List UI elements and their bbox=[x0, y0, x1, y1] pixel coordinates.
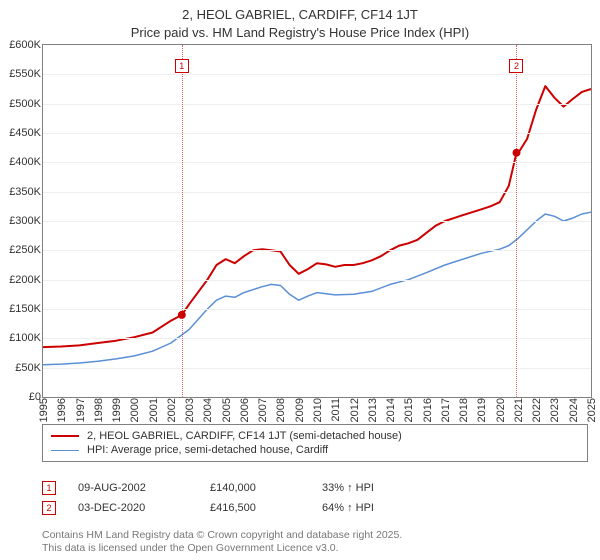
legend: 2, HEOL GABRIEL, CARDIFF, CF14 1JT (semi… bbox=[42, 424, 588, 462]
transactions-table: 1 09-AUG-2002 £140,000 33% ↑ HPI 2 03-DEC-202… bbox=[42, 478, 588, 518]
copyright-line2: This data is licensed under the Open Gov… bbox=[42, 542, 588, 556]
transaction-price: £140,000 bbox=[210, 482, 300, 494]
y-tick-label: £50K bbox=[1, 362, 41, 374]
legend-label: HPI: Average price, semi-detached house,… bbox=[87, 444, 328, 456]
gridline bbox=[43, 192, 591, 193]
transaction-date: 09-AUG-2002 bbox=[78, 482, 188, 494]
transaction-row: 1 09-AUG-2002 £140,000 33% ↑ HPI bbox=[42, 478, 588, 498]
sale-marker-line bbox=[516, 45, 517, 397]
y-tick-label: £350K bbox=[1, 186, 41, 198]
legend-label: 2, HEOL GABRIEL, CARDIFF, CF14 1JT (semi… bbox=[87, 430, 402, 442]
y-tick-label: £500K bbox=[1, 98, 41, 110]
chart-stage: £0£50K£100K£150K£200K£250K£300K£350K£400… bbox=[42, 44, 592, 420]
y-tick-label: £400K bbox=[1, 156, 41, 168]
gridline bbox=[43, 74, 591, 75]
copyright-line1: Contains HM Land Registry data © Crown c… bbox=[42, 529, 588, 543]
sale-marker-box: 2 bbox=[509, 59, 523, 73]
y-tick-label: £150K bbox=[1, 303, 41, 315]
transaction-price: £416,500 bbox=[210, 502, 300, 514]
transaction-row: 2 03-DEC-2020 £416,500 64% ↑ HPI bbox=[42, 498, 588, 518]
sale-marker-line bbox=[182, 45, 183, 397]
y-tick-label: £450K bbox=[1, 127, 41, 139]
transaction-diff: 64% ↑ HPI bbox=[322, 502, 374, 514]
title-address: 2, HEOL GABRIEL, CARDIFF, CF14 1JT bbox=[0, 6, 600, 24]
series-subject bbox=[43, 86, 591, 347]
gridline bbox=[43, 309, 591, 310]
y-tick-label: £100K bbox=[1, 332, 41, 344]
title-subtitle: Price paid vs. HM Land Registry's House … bbox=[0, 24, 600, 42]
gridline bbox=[43, 368, 591, 369]
y-tick-label: £600K bbox=[1, 39, 41, 51]
y-tick-label: £0 bbox=[1, 391, 41, 403]
transaction-date: 03-DEC-2020 bbox=[78, 502, 188, 514]
y-tick-label: £300K bbox=[1, 215, 41, 227]
gridline bbox=[43, 104, 591, 105]
legend-item: HPI: Average price, semi-detached house,… bbox=[51, 443, 579, 457]
gridline bbox=[43, 250, 591, 251]
transaction-diff: 33% ↑ HPI bbox=[322, 482, 374, 494]
x-tick-label: 2025 bbox=[586, 398, 600, 422]
gridline bbox=[43, 221, 591, 222]
y-tick-label: £200K bbox=[1, 274, 41, 286]
series-hpi bbox=[43, 212, 591, 365]
title-block: 2, HEOL GABRIEL, CARDIFF, CF14 1JT Price… bbox=[0, 0, 600, 41]
legend-item: 2, HEOL GABRIEL, CARDIFF, CF14 1JT (semi… bbox=[51, 429, 579, 443]
gridline bbox=[43, 338, 591, 339]
gridline bbox=[43, 280, 591, 281]
sale-marker-box: 1 bbox=[175, 59, 189, 73]
plot-area: £0£50K£100K£150K£200K£250K£300K£350K£400… bbox=[42, 44, 592, 398]
copyright-block: Contains HM Land Registry data © Crown c… bbox=[42, 529, 588, 556]
gridline bbox=[43, 162, 591, 163]
legend-swatch bbox=[51, 450, 79, 451]
chart-container: 2, HEOL GABRIEL, CARDIFF, CF14 1JT Price… bbox=[0, 0, 600, 560]
transaction-index: 1 bbox=[42, 481, 56, 495]
y-tick-label: £250K bbox=[1, 244, 41, 256]
gridline bbox=[43, 133, 591, 134]
transaction-index: 2 bbox=[42, 501, 56, 515]
y-tick-label: £550K bbox=[1, 68, 41, 80]
legend-swatch bbox=[51, 435, 79, 437]
